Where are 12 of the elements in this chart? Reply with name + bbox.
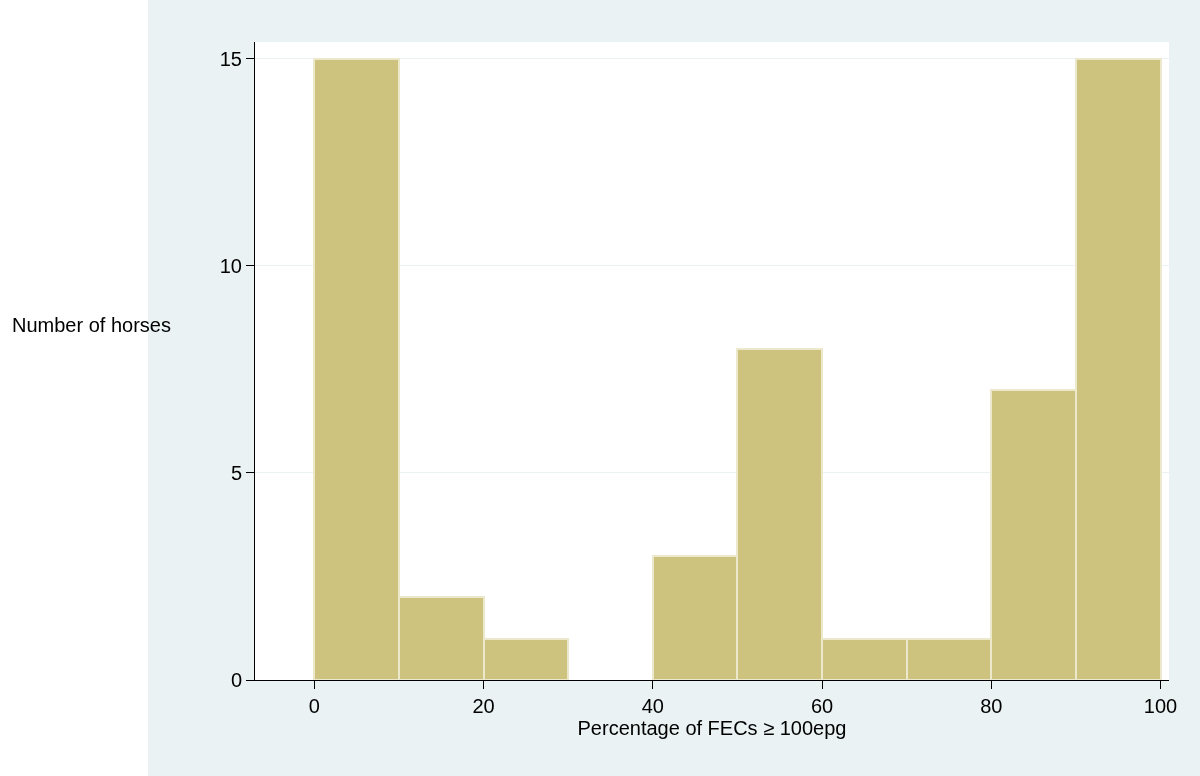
x-tick-label: 0 [308, 695, 320, 717]
x-axis-title: Percentage of FECs ≥ 100epg [577, 717, 847, 739]
y-tick-label: 0 [230, 669, 242, 691]
x-tick-label: 60 [810, 695, 834, 717]
y-tick-label: 10 [219, 254, 242, 277]
x-tick-label: 100 [1143, 695, 1178, 717]
y-axis-title: Number of horses [12, 314, 171, 336]
x-tick-label: 40 [641, 695, 664, 717]
x-tick-label: 80 [980, 695, 1003, 717]
y-tick-label: 15 [219, 47, 242, 70]
x-tick-label: 20 [472, 695, 495, 717]
y-tick-label: 5 [230, 461, 242, 484]
